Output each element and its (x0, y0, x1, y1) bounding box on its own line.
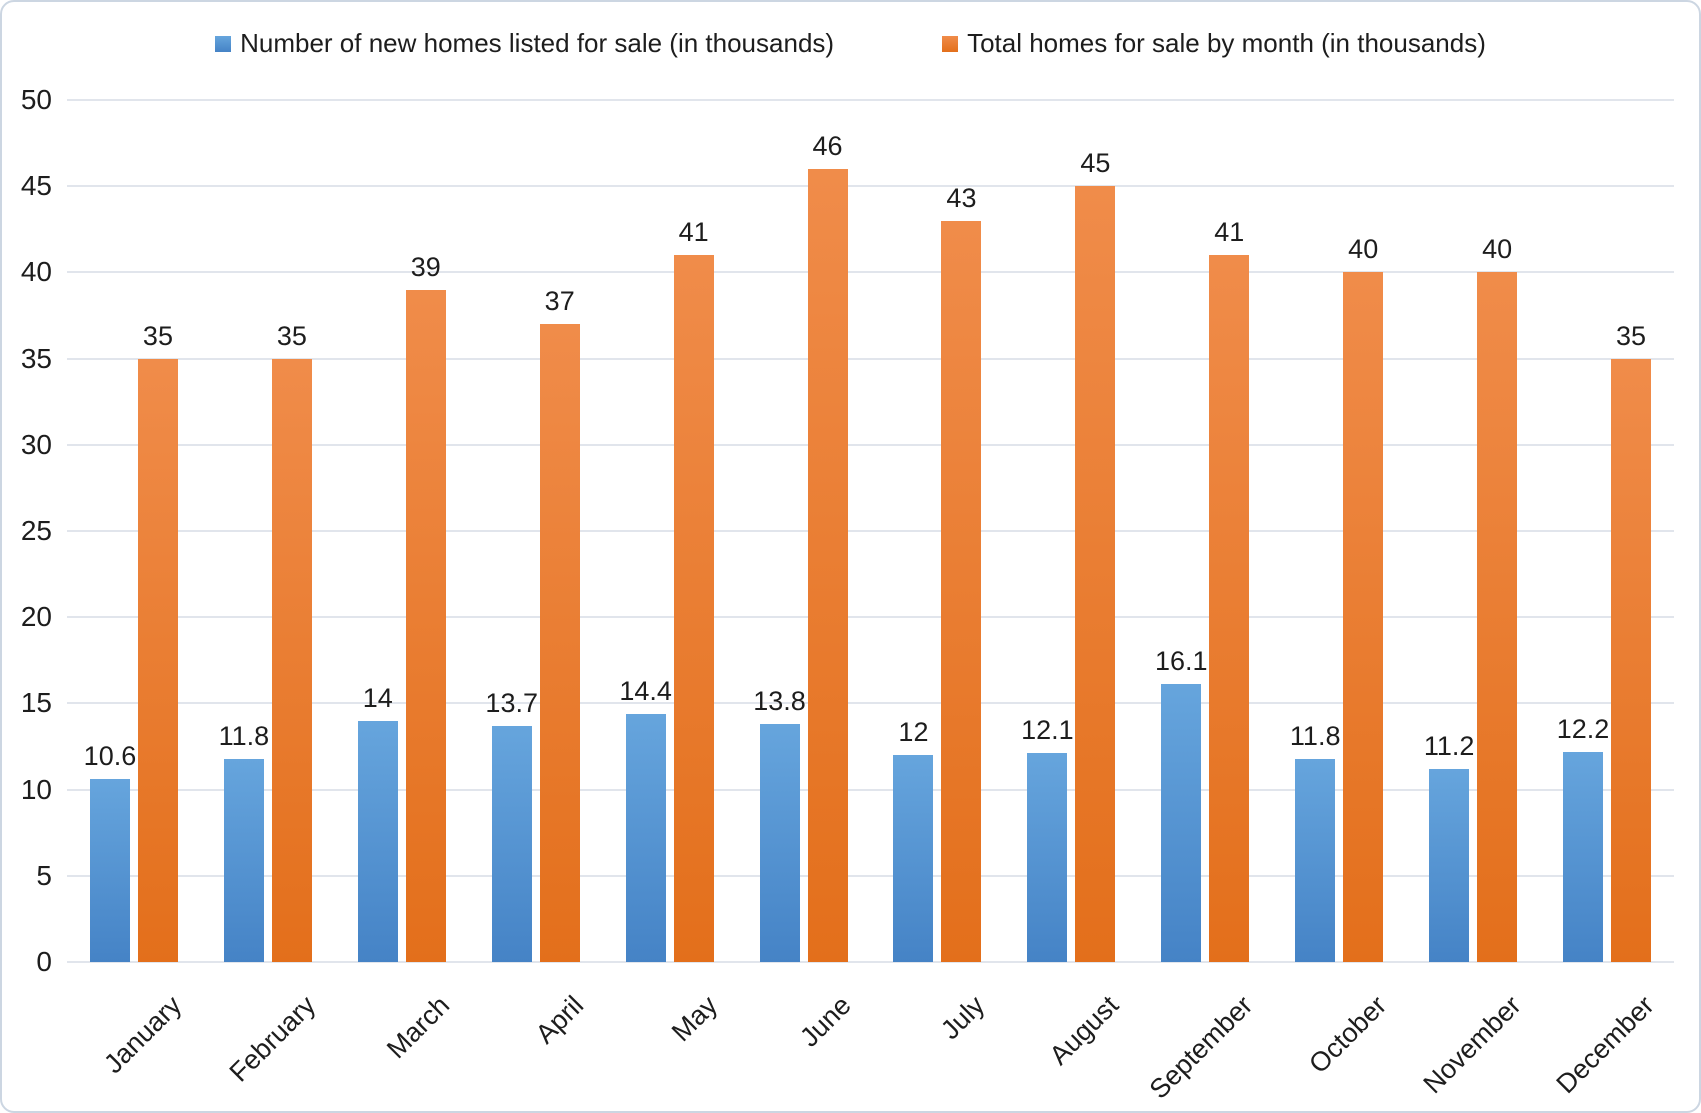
bar-total-homes-december (1611, 358, 1652, 962)
bar-value-label: 12.2 (1556, 713, 1610, 744)
bar-value-label: 11.8 (1289, 720, 1341, 751)
gridline (67, 271, 1674, 274)
bar-value-label: 35 (276, 320, 307, 351)
gridline (67, 874, 1674, 877)
x-axis-label: December (1550, 990, 1661, 1100)
bar-value-label: 11.2 (1423, 730, 1475, 761)
bar-value-label: 35 (142, 320, 173, 351)
bar-value-label: 41 (1214, 217, 1245, 248)
bar-value-label: 41 (678, 217, 709, 248)
y-axis-label: 40 (20, 256, 52, 288)
y-axis-label: 0 (36, 946, 52, 977)
bar-new-homes-june (759, 724, 800, 962)
bar-value-label: 43 (946, 182, 977, 213)
gridline (67, 99, 1674, 101)
bar-value-label: 14 (362, 682, 393, 713)
bar-value-label: 13.7 (485, 687, 538, 718)
y-axis-label: 35 (20, 342, 52, 374)
y-axis-label: 25 (20, 515, 52, 546)
y-axis-label: 30 (20, 428, 52, 460)
bar-total-homes-january (137, 358, 178, 962)
gridline (67, 530, 1674, 532)
gridline (67, 788, 1674, 791)
legend-swatch-icon (942, 35, 959, 52)
bar-total-homes-september (1209, 255, 1250, 962)
legend-label: Total homes for sale by month (in thousa… (967, 28, 1486, 58)
bar-value-label: 37 (544, 286, 575, 317)
bar-new-homes-may (625, 713, 666, 962)
bar-value-label: 39 (410, 251, 441, 282)
y-axis-label: 15 (20, 687, 52, 719)
bar-new-homes-february (223, 758, 264, 962)
bar-value-label: 40 (1348, 234, 1379, 265)
y-axis-label: 10 (20, 773, 52, 805)
bar-total-homes-june (807, 168, 848, 962)
legend-swatch-icon (215, 35, 232, 52)
bar-value-label: 46 (812, 130, 843, 161)
legend-label: Number of new homes listed for sale (in … (240, 28, 835, 58)
bar-new-homes-july (893, 755, 934, 962)
gridline (67, 702, 1674, 705)
y-axis-label: 50 (20, 84, 52, 115)
bar-value-label: 14.4 (619, 675, 672, 706)
gridline (67, 616, 1674, 619)
bar-total-homes-april (539, 324, 580, 962)
bar-value-label: 12 (898, 717, 929, 748)
legend-item: Number of new homes listed for sale (in … (215, 28, 834, 59)
bar-value-label: 13.8 (753, 686, 806, 717)
bar-value-label: 16.1 (1155, 646, 1208, 677)
bar-value-label: 45 (1080, 148, 1111, 179)
bar-total-homes-november (1477, 272, 1518, 962)
bar-total-homes-october (1343, 272, 1384, 962)
bar-new-homes-august (1027, 753, 1068, 962)
bar-total-homes-february (271, 358, 312, 962)
bar-new-homes-september (1161, 684, 1202, 962)
bar-value-label: 10.6 (83, 741, 137, 772)
bar-new-homes-march (357, 720, 398, 962)
y-axis-label: 20 (20, 601, 52, 633)
bar-value-label: 12.1 (1021, 715, 1074, 746)
bar-new-homes-october (1295, 758, 1336, 962)
y-axis-label: 5 (36, 859, 52, 891)
gridline (67, 185, 1674, 188)
bar-value-label: 11.8 (218, 720, 270, 751)
gridline (67, 357, 1674, 360)
bar-total-homes-july (941, 220, 982, 962)
bar-value-label: 35 (1616, 320, 1647, 351)
bar-new-homes-december (1563, 751, 1604, 962)
bar-total-homes-may (673, 255, 714, 962)
legend-item: Total homes for sale by month (in thousa… (942, 28, 1486, 59)
y-axis-label: 45 (20, 170, 52, 202)
legend: Number of new homes listed for sale (in … (2, 28, 1699, 59)
bar-new-homes-january (89, 779, 130, 962)
bar-total-homes-march (405, 289, 446, 962)
bar-new-homes-april (491, 725, 532, 962)
bar-total-homes-august (1075, 186, 1116, 962)
bar-value-label: 40 (1482, 234, 1513, 265)
gridline (67, 443, 1674, 446)
gridline (67, 961, 1674, 963)
bar-new-homes-november (1429, 768, 1470, 962)
